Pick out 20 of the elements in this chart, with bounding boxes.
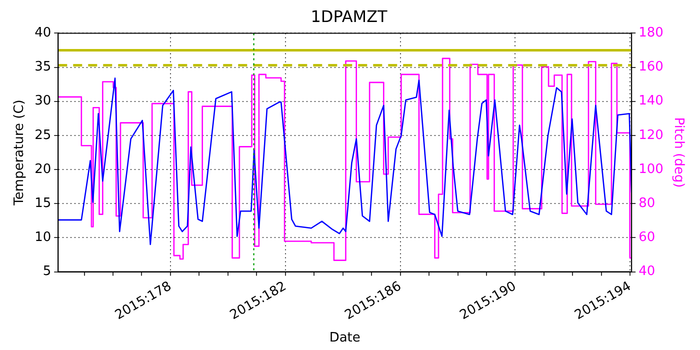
y-tick-label: 40	[34, 26, 52, 41]
y-tick-label: 25	[34, 128, 52, 143]
y-tick-label: 35	[34, 60, 52, 75]
y-tick-label: 15	[34, 196, 52, 211]
y-axis-title: Temperature (C)	[12, 100, 28, 206]
y2-tick-label: 120	[638, 128, 664, 143]
chart-title: 1DPAMZT	[310, 6, 388, 26]
y2-tick-label: 80	[638, 196, 656, 211]
y2-tick-label: 160	[638, 60, 664, 75]
y2-tick-label: 100	[638, 162, 664, 177]
y-tick-label: 5	[42, 264, 52, 280]
y2-tick-label: 40	[638, 264, 656, 280]
y2-tick-label: 180	[638, 26, 664, 41]
x-axis-title: Date	[329, 330, 360, 346]
y2-tick-label: 140	[638, 94, 664, 109]
y-tick-label: 20	[34, 162, 52, 177]
y2-axis-title: Pitch (deg)	[670, 117, 686, 188]
y-tick-label: 10	[34, 230, 52, 246]
y-tick-label: 30	[34, 94, 52, 109]
y2-tick-label: 60	[638, 230, 656, 246]
